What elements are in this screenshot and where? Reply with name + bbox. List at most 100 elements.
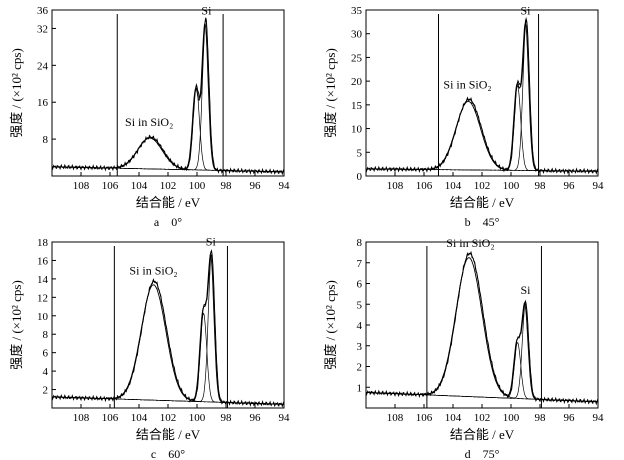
- x-tick-label: 100: [503, 180, 520, 192]
- x-tick-label: 108: [387, 412, 404, 424]
- x-tick-label: 94: [279, 180, 291, 192]
- peak-annotation: Si in SiO₂: [125, 115, 173, 129]
- x-tick-label: 106: [416, 180, 433, 192]
- fit-component-si-2p3-2: [365, 302, 598, 403]
- measured-spectrum: [365, 16, 599, 175]
- x-tick-label: 94: [593, 180, 605, 192]
- x-tick-label: 104: [445, 412, 462, 424]
- y-tick-label: 20: [351, 76, 363, 88]
- peak-annotation: Si in SiO₂: [129, 263, 177, 277]
- fit-component-sio2: [365, 253, 598, 403]
- y-tick-label: 5: [357, 299, 363, 311]
- x-tick-label: 102: [474, 180, 491, 192]
- panel-caption: a 0°: [154, 215, 182, 229]
- y-tick-label: 14: [37, 274, 49, 286]
- x-tick-label: 98: [535, 412, 547, 424]
- y-tick-label: 2: [357, 362, 363, 374]
- y-tick-label: 18: [37, 237, 49, 249]
- x-tick-label: 108: [73, 412, 90, 424]
- x-tick-label: 108: [387, 180, 404, 192]
- panel-a: 108 106 104 102 100 98 96 94 8 16 24 32 36 Si in SiO₂…: [9, 4, 290, 229]
- x-tick-label: 100: [189, 180, 206, 192]
- peak-annotation: Si: [520, 4, 531, 18]
- x-tick-label: 94: [279, 412, 291, 424]
- fitted-envelope: [51, 253, 284, 405]
- y-tick-label: 8: [43, 134, 49, 146]
- x-tick-label: 104: [445, 180, 462, 192]
- y-tick-label: 36: [37, 5, 49, 17]
- x-tick-label: 98: [221, 412, 233, 424]
- panel-caption: c 60°: [151, 447, 185, 460]
- x-tick-label: 108: [73, 180, 90, 192]
- x-axis-title: 结合能 / eV: [136, 427, 201, 442]
- x-tick-label: 100: [503, 412, 520, 424]
- measured-spectrum: [365, 250, 599, 406]
- peak-annotation: Si: [520, 283, 531, 297]
- x-tick-label: 106: [102, 180, 119, 192]
- x-tick-label: 98: [535, 180, 547, 192]
- x-tick-label: 102: [160, 412, 177, 424]
- y-tick-label: 8: [43, 329, 49, 341]
- x-tick-label: 106: [102, 412, 119, 424]
- y-tick-label: 32: [37, 23, 48, 35]
- x-axis-title: 结合能 / eV: [136, 195, 201, 210]
- x-tick-label: 100: [189, 412, 206, 424]
- peak-annotation: Si in SiO₂: [446, 236, 494, 250]
- peak-annotation: Si in SiO₂: [443, 77, 491, 91]
- fitted-envelope: [366, 21, 598, 172]
- y-tick-label: 4: [357, 320, 363, 332]
- y-tick-label: 1: [357, 382, 363, 394]
- x-tick-label: 102: [160, 180, 177, 192]
- y-tick-label: 3: [357, 341, 363, 353]
- x-tick-label: 96: [564, 412, 576, 424]
- peak-annotation: Si: [206, 235, 217, 249]
- y-tick-label: 0: [357, 171, 363, 183]
- fit-component-si-2p1-2: [365, 342, 598, 403]
- y-tick-label: 16: [37, 97, 49, 109]
- y-tick-label: 15: [351, 100, 363, 112]
- fit-component-sio2: [366, 98, 598, 172]
- plot-frame: [365, 241, 599, 409]
- peak-annotation: Si: [201, 4, 212, 18]
- y-tick-label: 4: [43, 366, 49, 378]
- y-tick-label: 8: [357, 237, 363, 249]
- y-tick-label: 30: [351, 29, 363, 41]
- x-tick-label: 96: [250, 180, 262, 192]
- plot-frame: [51, 9, 285, 177]
- y-tick-label: 25: [351, 52, 363, 64]
- y-tick-label: 6: [357, 279, 363, 291]
- x-tick-label: 106: [416, 412, 433, 424]
- y-tick-label: 16: [37, 255, 49, 267]
- x-tick-label: 104: [131, 180, 148, 192]
- y-tick-label: 5: [357, 147, 363, 159]
- panel-c: 108 106 104 102 100 98 96 94 2 4 6 8 10 12 14 16 18 Si in…: [9, 235, 290, 460]
- x-tick-label: 98: [221, 180, 233, 192]
- panel-b: 108 106 104 102 100 98 96 94 0 5 10 15 20 25 30 35 Si in…: [323, 4, 604, 229]
- x-tick-label: 104: [131, 412, 148, 424]
- panel-caption: d 75°: [465, 447, 500, 460]
- y-tick-label: 12: [37, 292, 48, 304]
- y-tick-label: 24: [37, 60, 49, 72]
- fit-component-sio2: [52, 136, 284, 173]
- panel-caption: b 45°: [465, 215, 500, 229]
- y-axis-title: 强度 / (×10² cps): [323, 48, 338, 138]
- x-axis-title: 结合能 / eV: [450, 427, 515, 442]
- measured-spectrum: [51, 17, 285, 176]
- y-axis-title: 强度 / (×10² cps): [323, 280, 338, 370]
- y-tick-label: 10: [351, 124, 363, 136]
- panel-d: 108 106 104 102 100 98 96 94 1 2 3 4 5 6 7 8 Si in SiO₂ S…: [323, 236, 604, 460]
- fitted-envelope: [365, 257, 598, 403]
- fit-component-si-2p3-2: [51, 254, 284, 405]
- fit-component-si-2p1-2: [51, 312, 284, 405]
- fitted-envelope: [52, 22, 284, 173]
- y-axis-title: 强度 / (×10² cps): [9, 48, 24, 138]
- y-axis-title: 强度 / (×10² cps): [9, 280, 24, 370]
- y-tick-label: 2: [43, 385, 49, 397]
- y-tick-label: 7: [357, 258, 363, 270]
- y-tick-label: 35: [351, 5, 363, 17]
- x-tick-label: 96: [564, 180, 576, 192]
- fit-component-si-2p3-2: [366, 19, 598, 172]
- fit-component-si-2p3-2: [52, 19, 284, 173]
- y-tick-label: 6: [43, 348, 49, 360]
- x-tick-label: 96: [250, 412, 262, 424]
